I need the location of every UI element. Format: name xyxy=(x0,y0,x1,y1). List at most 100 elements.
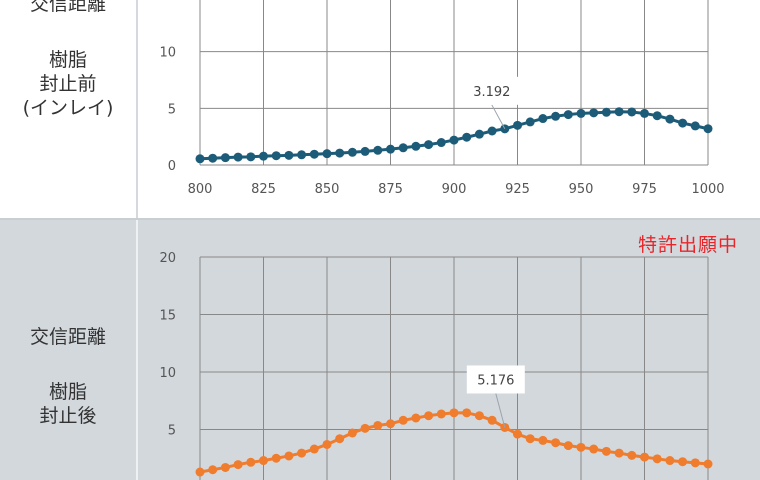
top-data-point xyxy=(576,108,586,118)
top-data-point xyxy=(640,108,649,118)
top-data-point xyxy=(690,121,700,131)
top-annotation-box xyxy=(462,76,521,105)
top-x-tick-label: 850 xyxy=(315,182,340,197)
top-x-tick-label: 925 xyxy=(505,182,530,197)
bottom-data-point xyxy=(627,450,637,460)
bottom-data-point xyxy=(208,465,218,475)
bottom-data-point xyxy=(360,423,370,433)
bottom-data-point xyxy=(398,415,408,425)
top-data-point xyxy=(525,117,535,127)
bottom-data-point xyxy=(373,420,383,430)
bottom-data-point xyxy=(322,439,332,449)
bottom-data-point xyxy=(601,446,611,456)
bottom-data-point xyxy=(576,442,586,452)
top-data-point xyxy=(614,107,624,117)
top-data-point xyxy=(627,107,637,117)
bottom-data-point xyxy=(309,444,319,454)
bottom-label-line-2: 樹脂 xyxy=(48,381,87,403)
top-data-point xyxy=(601,107,611,117)
top-data-point xyxy=(449,135,459,145)
bottom-data-point xyxy=(513,429,522,439)
top-x-tick-label: 825 xyxy=(251,182,276,197)
top-data-point xyxy=(563,110,573,120)
bottom-annotation-label: 5.176 xyxy=(477,373,514,388)
bottom-data-point xyxy=(436,409,446,419)
top-data-point xyxy=(195,154,205,164)
bottom-data-point xyxy=(411,413,421,423)
top-data-point xyxy=(513,120,522,130)
bottom-data-point xyxy=(652,454,662,464)
top-x-tick-label: 900 xyxy=(442,182,467,197)
top-y-tick-label: 5 xyxy=(168,102,176,117)
bottom-annotation-leader xyxy=(495,393,506,428)
top-x-tick-label: 975 xyxy=(632,182,657,197)
top-y-tick-label: 10 xyxy=(159,46,176,61)
bottom-panel xyxy=(0,220,760,480)
bottom-data-point xyxy=(665,456,675,466)
top-data-point xyxy=(297,150,307,160)
top-data-point xyxy=(322,149,332,159)
top-label-line-3: 封止前 xyxy=(39,73,97,95)
top-data-point xyxy=(220,153,230,163)
top-data-point xyxy=(538,114,548,124)
bottom-data-point xyxy=(424,411,434,421)
bottom-annotation-box xyxy=(466,365,525,394)
top-label-line-1: 交信距離 xyxy=(29,0,106,15)
bottom-data-point xyxy=(563,441,573,451)
bottom-data-point xyxy=(690,458,700,468)
patent-pending-badge: 特許出願中 xyxy=(637,234,738,256)
top-annotation-label: 3.192 xyxy=(473,85,510,100)
bottom-data-point xyxy=(347,428,357,438)
bottom-data-point xyxy=(589,444,599,454)
top-data-point xyxy=(474,129,484,139)
top-data-point xyxy=(462,132,472,142)
bottom-data-point xyxy=(487,415,497,425)
top-x-tick-label: 950 xyxy=(569,182,594,197)
top-data-point xyxy=(411,141,421,151)
bottom-label-line-1: 交信距離 xyxy=(29,326,106,348)
top-data-point xyxy=(208,153,218,163)
top-data-point xyxy=(259,151,268,161)
top-annotation-leader xyxy=(491,104,506,130)
label-column-separator-bottom xyxy=(136,220,138,480)
bottom-data-point xyxy=(462,408,472,418)
bottom-data-point xyxy=(538,435,548,445)
bottom-data-point xyxy=(259,456,268,466)
top-data-point xyxy=(360,146,370,156)
bottom-y-tick-label: 10 xyxy=(159,366,176,381)
top-data-point xyxy=(284,150,294,160)
top-data-point xyxy=(487,126,497,136)
bottom-data-point xyxy=(386,419,395,429)
bottom-data-point xyxy=(703,459,713,469)
bottom-data-point xyxy=(220,462,230,472)
bottom-data-point xyxy=(525,434,535,444)
top-label-line-4: (インレイ) xyxy=(22,97,114,119)
bottom-data-point xyxy=(474,411,484,421)
top-y-tick-label: 0 xyxy=(168,159,176,174)
top-data-point xyxy=(665,114,675,124)
top-data-point xyxy=(309,149,319,159)
bottom-data-point xyxy=(195,467,205,477)
top-data-point xyxy=(652,111,662,121)
top-data-point xyxy=(335,148,345,158)
bottom-data-point xyxy=(284,451,294,461)
bottom-data-point xyxy=(551,438,561,448)
top-data-point xyxy=(424,140,434,150)
bottom-data-point xyxy=(271,453,281,463)
top-data-point xyxy=(551,111,561,121)
panel-separator xyxy=(0,218,760,220)
bottom-data-point xyxy=(678,457,688,467)
top-data-point xyxy=(678,118,688,128)
top-data-point xyxy=(703,124,713,134)
label-column-separator-top xyxy=(136,0,138,218)
top-data-point xyxy=(386,144,395,154)
bottom-label-line-3: 封止後 xyxy=(39,405,97,427)
top-x-tick-label: 1000 xyxy=(691,182,724,197)
bottom-y-tick-label: 5 xyxy=(168,424,176,439)
bottom-data-point xyxy=(614,448,624,458)
top-x-tick-label: 800 xyxy=(188,182,213,197)
top-data-point xyxy=(271,151,281,161)
top-data-point xyxy=(246,152,256,162)
bottom-data-point xyxy=(449,408,459,418)
